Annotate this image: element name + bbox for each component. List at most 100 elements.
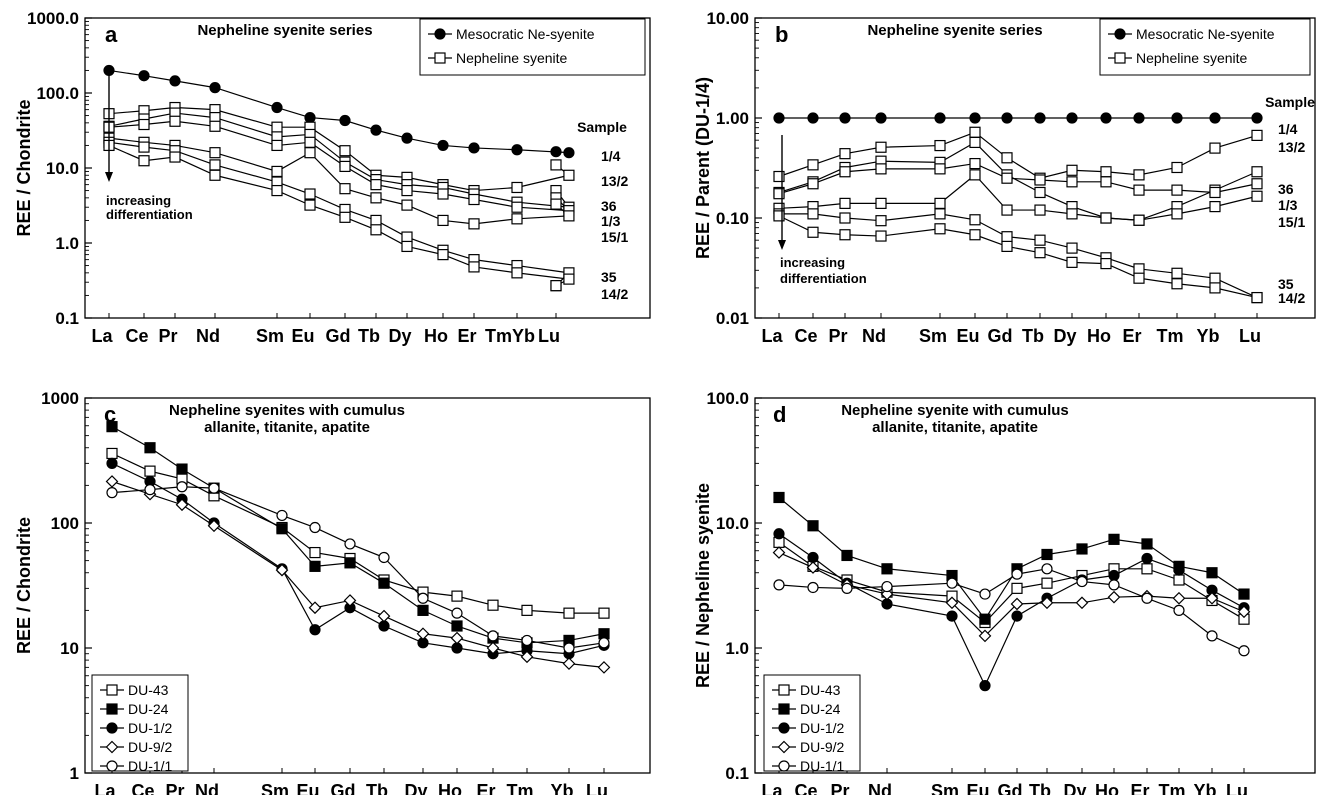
panel-a-ytick-label: 100.0 (36, 84, 79, 103)
panel-a-point (138, 70, 150, 82)
panel-a-xtick-label: Nd (196, 326, 220, 346)
panel-c-legend-label: DU-24 (128, 701, 169, 717)
panel-d-legend: DU-43 DU-24 DU-1/2 DU-9/2 DU-1/1 (763, 674, 861, 774)
panel-d-ytick-label: 10.0 (716, 514, 749, 533)
panel-b-legend: Mesocratic Ne-syenite Nepheline syenite (1099, 18, 1311, 76)
panel-a-series-line (108, 106, 571, 192)
panel-c-xtick-label: Nd (195, 781, 219, 795)
panel-c-ytick-label: 1 (70, 764, 79, 783)
panel-a-point (401, 199, 413, 211)
panel-a-xtick-label: Gd (326, 326, 351, 346)
panel-b-point (969, 214, 981, 226)
panel-b-point (875, 163, 887, 175)
panel-c-point (105, 475, 119, 488)
panel-c-point (106, 457, 118, 469)
panel-b-point (934, 112, 946, 124)
panel-b-point (934, 163, 946, 175)
panel-a-series-1-4 (103, 64, 575, 159)
panel-a-legend: Mesocratic Ne-syenite Nepheline syenite (419, 18, 646, 76)
panel-a-point (271, 184, 283, 197)
panel-a-point (437, 188, 449, 200)
panel-b-point (1209, 142, 1221, 154)
panel-d-point (1108, 579, 1120, 591)
panel-c-point (378, 620, 390, 632)
panel-a-point (563, 169, 575, 181)
panel-c-point (378, 551, 390, 564)
panel-c-legend-label: DU-43 (128, 682, 169, 698)
panel-a-sample-label: 13/2 (601, 173, 628, 189)
panel-a-ytick-label: 1.0 (55, 234, 79, 253)
panel-c-point (275, 563, 289, 577)
panel-d-xtick-label: Tb (1029, 781, 1051, 795)
panel-d-point (807, 551, 819, 564)
panel-a-series-line (108, 137, 571, 225)
panel-b-point (1209, 186, 1221, 199)
panel-c-xtick-label: Er (476, 781, 495, 795)
panel-b-point (1066, 112, 1078, 124)
panel-a-xtick-label: Ce (125, 326, 148, 346)
panel-b-point (875, 215, 887, 227)
panel-b-xtick-label: Yb (1196, 326, 1219, 346)
panel-a-sample-header: Sample (577, 119, 627, 135)
panel-c-point (451, 620, 463, 632)
panel-c: 1 10 100 1000 La Ce Pr Nd Sm Eu Gd Tb Dy Ho Er Tm Yb Lu RE… (14, 389, 651, 795)
panel-c-series-DU-9-2 (105, 475, 611, 674)
panel-b-point (1251, 291, 1263, 304)
panel-c-point (144, 484, 156, 496)
panel-c-point (106, 421, 118, 433)
panel-b-ytick-label: 0.01 (716, 309, 749, 328)
panel-a-letter: a (105, 22, 118, 47)
panel-d-point (1205, 591, 1219, 605)
panel-b-arrow-text: differentiation (780, 271, 867, 286)
panel-b-series-line (778, 162, 1258, 195)
panel-b-point (875, 197, 887, 209)
panel-d-point (841, 582, 853, 594)
panel-c-point (377, 609, 391, 623)
panel-a-point (563, 273, 575, 285)
panel-a-series-line (108, 112, 571, 208)
panel-d-point (1206, 630, 1218, 642)
panel-b-point (1171, 267, 1183, 279)
panel-c-title: Nepheline syenites with cumulus (169, 402, 405, 419)
panel-d-point (1172, 591, 1186, 605)
panel-d-point (1041, 563, 1053, 575)
panel-c-point (207, 519, 221, 533)
panel-d-legend-marker (778, 760, 790, 772)
panel-a-point (138, 118, 150, 131)
panel-b-point (1034, 186, 1046, 199)
panel-d-point (1141, 592, 1153, 604)
panel-c-point (521, 634, 533, 647)
panel-b-point (1034, 247, 1046, 259)
panel-b-point (934, 139, 946, 152)
panel-a-arrow-head (105, 172, 113, 182)
panel-c-series-line (111, 480, 605, 668)
panel-b-point (1251, 178, 1263, 190)
panel-d-point (1173, 574, 1185, 586)
panel-a-point (271, 101, 283, 114)
panel-d-point (1141, 538, 1153, 550)
panel-c-xtick-label: Ce (131, 781, 154, 795)
panel-a-ytick-label: 1000.0 (27, 9, 79, 28)
panel-a-point (370, 214, 382, 227)
panel-a-series-14-2 (103, 139, 575, 292)
panel-b-series-1-4 (773, 112, 1263, 124)
panel-d-legend-label: DU-9/2 (800, 739, 845, 755)
panel-b-point (1251, 166, 1263, 178)
panel-a-point (401, 184, 413, 197)
panel-a-point (339, 211, 351, 223)
panel-d-legend-marker (778, 684, 790, 696)
panel-c-point (309, 624, 321, 636)
panel-c-point (344, 538, 356, 550)
panel-b-point (839, 212, 851, 224)
panel-d-letter: d (773, 402, 786, 427)
panel-b-point (839, 148, 851, 160)
panel-b-point (1034, 204, 1046, 216)
panel-d-xtick-label: Ce (794, 781, 817, 795)
panel-b-point (839, 229, 851, 241)
panel-b-point (1209, 272, 1221, 284)
panel-a-point (401, 132, 413, 144)
panel-b-point (1034, 112, 1046, 124)
panel-b-series-35 (773, 208, 1263, 304)
panel-d-point (1041, 577, 1053, 589)
panel-c-legend-label: DU-9/2 (128, 739, 173, 755)
